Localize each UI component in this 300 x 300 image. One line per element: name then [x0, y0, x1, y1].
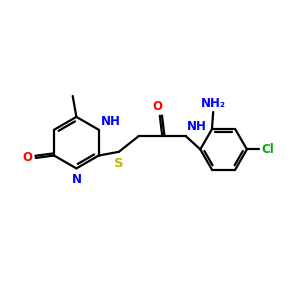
Text: N: N	[71, 173, 81, 186]
Text: NH: NH	[101, 115, 121, 128]
Text: S: S	[114, 157, 124, 170]
Text: NH₂: NH₂	[201, 97, 226, 110]
Text: NH: NH	[187, 120, 207, 134]
Text: O: O	[153, 100, 163, 113]
Text: O: O	[23, 152, 33, 164]
Text: Cl: Cl	[261, 143, 274, 156]
